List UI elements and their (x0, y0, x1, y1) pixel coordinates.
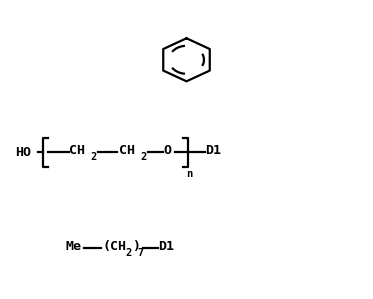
Text: 2: 2 (126, 248, 132, 258)
Text: (CH: (CH (102, 240, 126, 253)
Text: HO: HO (15, 146, 31, 159)
Text: n: n (186, 169, 192, 179)
Text: ): ) (132, 240, 140, 253)
Text: D1: D1 (206, 144, 222, 157)
Text: 2: 2 (91, 152, 97, 162)
Text: CH: CH (119, 144, 135, 157)
Text: CH: CH (69, 144, 85, 157)
Text: D1: D1 (159, 240, 175, 253)
Text: 7: 7 (137, 248, 143, 258)
Text: O: O (164, 144, 172, 157)
Text: Me: Me (65, 240, 81, 253)
Text: 2: 2 (140, 152, 147, 162)
